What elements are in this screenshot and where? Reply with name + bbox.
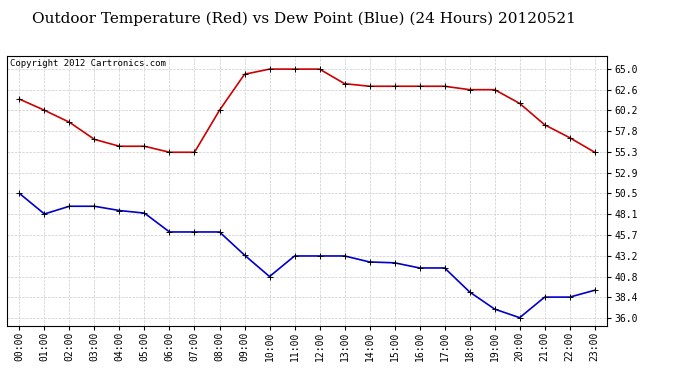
Text: Copyright 2012 Cartronics.com: Copyright 2012 Cartronics.com — [10, 59, 166, 68]
Text: Outdoor Temperature (Red) vs Dew Point (Blue) (24 Hours) 20120521: Outdoor Temperature (Red) vs Dew Point (… — [32, 11, 575, 26]
